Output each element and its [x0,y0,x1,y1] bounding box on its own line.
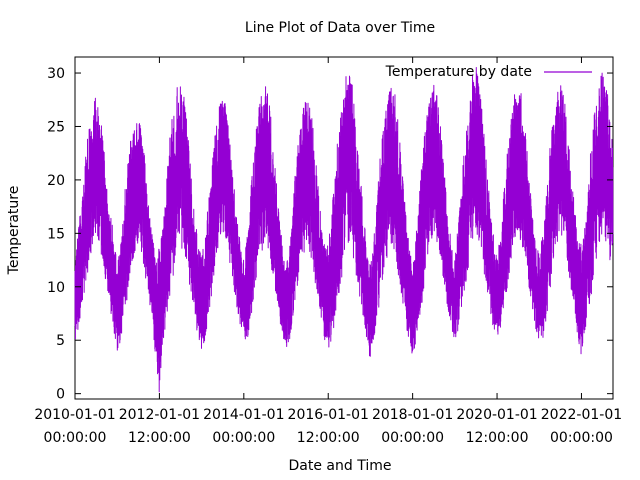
chart-title: Line Plot of Data over Time [245,20,435,36]
y-tick-label: 20 [47,173,65,189]
x-tick-label-time: 00:00:00 [44,430,107,446]
legend-label: Temperature by date [385,64,532,80]
x-tick-label-date: 2010-01-01 [34,407,115,423]
x-tick-label-time: 12:00:00 [128,430,191,446]
x-tick-label-time: 00:00:00 [550,430,613,446]
y-axis-label: Temperature [6,186,22,276]
x-tick-label-time: 00:00:00 [212,430,275,446]
y-axis: 0 5 10 15 20 25 30 [47,66,613,403]
x-tick-label-date: 2012-01-01 [119,407,200,423]
y-tick-label: 25 [47,119,65,135]
y-tick-label: 0 [56,387,65,403]
y-tick-label: 5 [56,333,65,349]
legend: Temperature by date [385,64,592,80]
x-tick-label-time: 12:00:00 [297,430,360,446]
x-tick-label-time: 00:00:00 [381,430,444,446]
y-tick-label: 15 [47,226,65,242]
x-tick-label-date: 2014-01-01 [203,407,284,423]
x-axis-label: Date and Time [289,458,392,474]
y-tick-label: 10 [47,280,65,296]
y-tick-label: 30 [47,66,65,82]
x-tick-label-date: 2020-01-01 [456,407,537,423]
x-tick-label-date: 2018-01-01 [372,407,453,423]
x-axis: 2010-01-01 00:00:00 2012-01-01 12:00:00 2014… [34,57,622,446]
x-tick-label-time: 12:00:00 [466,430,529,446]
plot-area [74,56,614,400]
x-tick-label-date: 2022-01-01 [541,407,622,423]
series-line-temperature [74,66,614,393]
series-temperature [74,66,614,393]
x-tick-label-date: 2016-01-01 [288,407,369,423]
